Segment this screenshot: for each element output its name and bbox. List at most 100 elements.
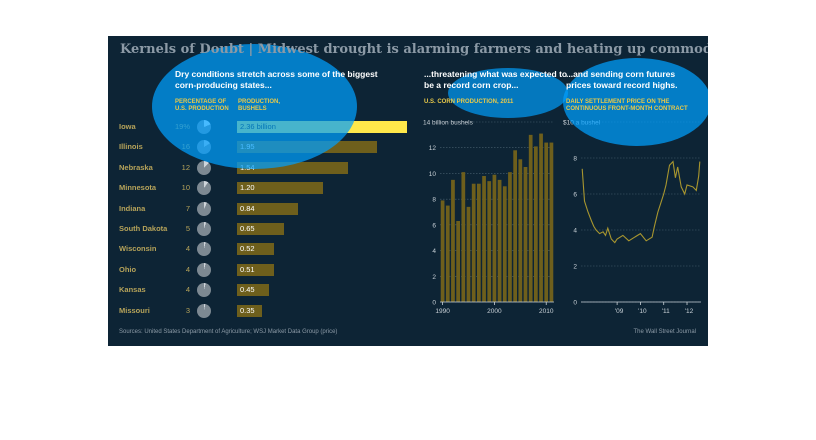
percentage-pie: [197, 160, 211, 175]
percentage-value: 3: [185, 305, 190, 315]
highlight-blob-left: [152, 44, 357, 169]
percentage-pie: [197, 303, 211, 318]
state-label: Illinois: [119, 142, 143, 152]
x-tick-label: 2010: [539, 308, 554, 315]
state-label: South Dakota: [119, 224, 168, 233]
right-subhead: DAILY SETTLEMENT PRICE ON THE CONTINUOUS…: [566, 99, 688, 112]
production-year-bar: [466, 206, 471, 302]
middle-headline: ...threatening what was expected to be a…: [424, 69, 568, 90]
production-value: 0.45: [240, 285, 255, 295]
title-left: Kernels of Doubt: [120, 42, 244, 57]
production-value: 0.84: [240, 203, 255, 213]
production-year-bar: [549, 142, 554, 302]
percentage-pie: [197, 181, 211, 196]
y-tick-label: 8: [432, 197, 436, 204]
y-tick-label: 14 billion bushels: [423, 120, 474, 127]
title-separator: |: [248, 42, 254, 57]
infographic-panel: Kernels of Doubt | Midwest drought is al…: [108, 36, 708, 346]
state-label: Indiana: [119, 203, 146, 213]
production-column-header: PRODUCTION, BUSHELS: [238, 99, 280, 112]
left-headline: Dry conditions stretch across some of th…: [175, 69, 378, 90]
x-tick-label: '10: [638, 308, 647, 315]
y-tick-label: 12: [429, 145, 437, 152]
production-year-bar: [518, 159, 523, 302]
production-year-bar: [487, 181, 492, 302]
production-year-bar: [528, 134, 533, 302]
percentage-pie: [197, 242, 211, 257]
state-label: Iowa: [119, 122, 136, 131]
percentage-pie: [197, 201, 211, 216]
percentage-value: 5: [185, 224, 190, 233]
production-year-bar: [471, 183, 476, 302]
percentage-value: 12: [181, 162, 190, 172]
production-value: 0.65: [240, 224, 255, 233]
state-label: Kansas: [119, 285, 146, 295]
percentage-value: 7: [185, 203, 190, 213]
production-value: 0.35: [240, 305, 255, 315]
percentage-value: 4: [185, 244, 190, 254]
production-year-bar: [451, 179, 455, 302]
y-tick-label: 4: [432, 248, 436, 255]
production-year-bar: [476, 183, 481, 302]
percentage-value: 4: [185, 285, 190, 295]
publisher-credit: The Wall Street Journal: [633, 329, 696, 335]
production-year-bar: [482, 176, 486, 302]
x-tick-label: '11: [662, 308, 670, 315]
x-tick-label: '12: [685, 308, 694, 315]
corn-production-chart: 0 2 4 6 8 10 12 14 billion bushels 1990 2000 2010: [423, 120, 554, 315]
percentage-pie: [197, 283, 211, 298]
percentage-value: 4: [185, 264, 190, 274]
state-label: Ohio: [119, 264, 137, 274]
production-year-bar: [513, 150, 518, 302]
percentage-pie: [197, 262, 211, 277]
production-year-bar: [440, 200, 445, 302]
production-year-bar: [502, 186, 507, 302]
production-bar: [237, 182, 324, 195]
production-bar: [237, 202, 298, 215]
price-line: [581, 160, 701, 244]
y-tick-label: 0: [573, 300, 577, 307]
y-tick-label: 8: [573, 156, 577, 163]
x-tick-label: 1990: [435, 308, 450, 315]
percentage-column-header: PERCENTAGE OF U.S. PRODUCTION: [175, 99, 229, 112]
y-tick-label: 2: [573, 264, 577, 271]
state-label: Missouri: [119, 305, 150, 315]
y-tick-label: 10: [429, 171, 437, 178]
production-bar: [237, 263, 274, 276]
production-year-bar: [456, 221, 461, 302]
production-value: 0.52: [240, 244, 255, 254]
production-year-bar: [508, 172, 512, 302]
x-tick-label: '09: [615, 308, 624, 315]
percentage-value: 10: [181, 183, 190, 193]
production-bar: [237, 284, 270, 297]
y-tick-label: 0: [432, 300, 436, 307]
production-year-bar: [497, 179, 502, 302]
right-headline: ...and sending corn futures prices towar…: [566, 69, 678, 90]
production-year-bar: [461, 172, 466, 302]
source-note: Sources: United States Department of Agr…: [119, 329, 338, 335]
y-tick-label: 2: [432, 274, 436, 281]
production-year-bar: [539, 133, 543, 302]
highlight-blob-right: [563, 58, 708, 146]
y-tick-label: 6: [573, 192, 577, 199]
production-value: 1.20: [240, 183, 255, 193]
production-bar: [237, 223, 284, 235]
production-year-bar: [492, 174, 497, 302]
state-label: Minnesota: [119, 183, 157, 193]
production-year-bar: [544, 142, 549, 302]
production-bar: [237, 243, 275, 256]
state-label: Wisconsin: [119, 244, 157, 254]
highlight-blob-middle: [448, 68, 568, 118]
infographic-title: Kernels of Doubt | Midwest drought is al…: [120, 42, 708, 57]
state-label: Nebraska: [119, 162, 153, 172]
y-tick-label: 6: [432, 222, 436, 229]
production-bar: [237, 304, 263, 317]
percentage-pie: [197, 222, 211, 236]
title-right: Midwest drought is alarming farmers and …: [257, 42, 708, 57]
production-value: 0.51: [240, 264, 255, 274]
x-tick-label: 2000: [487, 308, 502, 315]
y-tick-label: 4: [573, 228, 577, 235]
production-year-bar: [445, 205, 450, 302]
production-year-bar: [523, 167, 528, 302]
